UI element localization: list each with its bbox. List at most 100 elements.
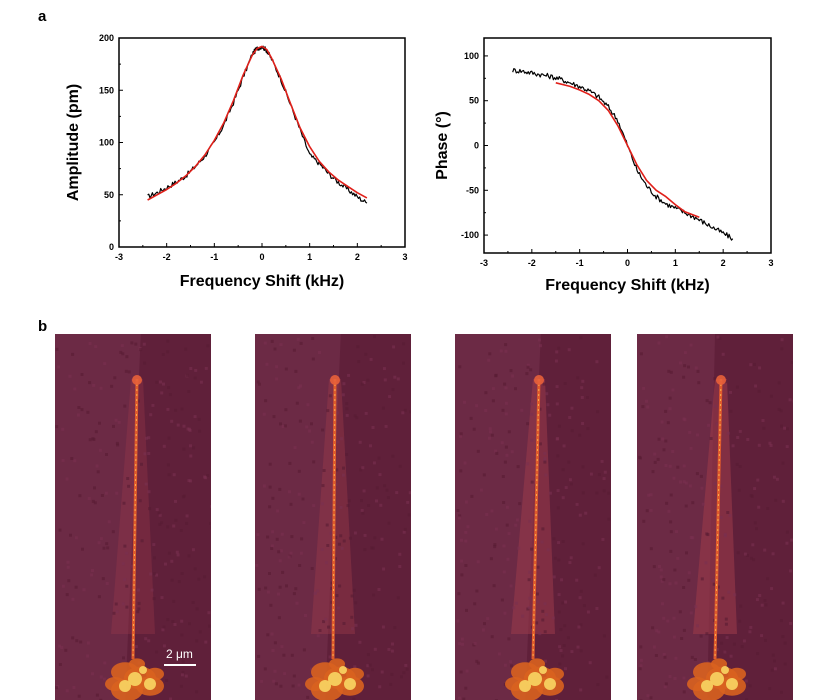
data-point-fit xyxy=(328,171,329,172)
data-point-fit xyxy=(675,204,676,205)
series-line-fit xyxy=(147,45,368,201)
data-point-measured xyxy=(309,154,310,155)
data-point-measured xyxy=(589,90,590,91)
data-point-measured xyxy=(166,187,167,188)
x-tick-label: 3 xyxy=(402,252,407,262)
data-point-fit xyxy=(185,175,186,176)
data-point-measured xyxy=(338,182,339,183)
y-tick-label: 50 xyxy=(469,96,479,106)
image-panel-1 xyxy=(55,334,211,700)
data-point-measured xyxy=(366,203,367,204)
data-point-fit xyxy=(357,192,358,193)
data-point-fit xyxy=(570,86,571,87)
y-tick-label: -100 xyxy=(461,230,479,240)
x-tick-label: 0 xyxy=(259,252,264,262)
scale-bar xyxy=(164,664,196,666)
x-tick-label: -2 xyxy=(528,258,536,268)
data-point-fit xyxy=(204,154,205,155)
data-point-fit xyxy=(290,103,291,104)
data-point-measured xyxy=(550,76,551,77)
data-point-fit xyxy=(699,217,700,218)
data-point-measured xyxy=(617,120,618,121)
data-point-fit xyxy=(166,189,167,190)
data-point-fit xyxy=(176,183,177,184)
data-point-fit xyxy=(366,197,367,198)
data-point-measured xyxy=(703,222,704,223)
data-point-fit xyxy=(579,89,580,90)
data-point-fit xyxy=(257,48,258,49)
data-point-fit xyxy=(627,145,628,146)
data-point-fit xyxy=(555,82,556,83)
data-point-fit xyxy=(319,161,320,162)
data-point-measured xyxy=(656,196,657,197)
data-point-measured xyxy=(646,185,647,186)
data-point-measured xyxy=(560,79,561,80)
x-tick-label: 1 xyxy=(673,258,678,268)
y-tick-label: 100 xyxy=(99,138,114,148)
data-point-fit xyxy=(233,100,234,101)
data-point-fit xyxy=(656,190,657,191)
y-tick-label: 150 xyxy=(99,85,114,95)
x-tick-label: 2 xyxy=(355,252,360,262)
y-tick-label: 50 xyxy=(104,190,114,200)
x-axis-title: Frequency Shift (kHz) xyxy=(545,277,709,294)
data-point-measured xyxy=(713,227,714,228)
x-tick-label: -1 xyxy=(210,252,218,262)
data-point-measured xyxy=(319,163,320,164)
data-point-fit xyxy=(147,199,148,200)
data-point-measured xyxy=(347,189,348,190)
x-tick-label: -1 xyxy=(576,258,584,268)
data-point-measured xyxy=(328,173,329,174)
data-point-measured xyxy=(636,170,637,171)
x-axis-title: Frequency Shift (kHz) xyxy=(180,273,344,290)
data-point-measured xyxy=(608,106,609,107)
data-point-fit xyxy=(223,122,224,123)
data-point-fit xyxy=(266,49,267,50)
data-point-fit xyxy=(309,146,310,147)
series-line-fit xyxy=(555,82,700,218)
data-point-fit xyxy=(261,46,262,47)
data-point-measured xyxy=(694,217,695,218)
data-point-fit xyxy=(617,125,618,126)
phase-chart: -3 -2 -1 0 1 2 3 -100 -50 0 50 100 Frequency Shift (… xyxy=(434,37,774,294)
x-tick-label: -3 xyxy=(115,252,123,262)
data-point-fit xyxy=(598,100,599,101)
y-tick-label: 100 xyxy=(464,51,479,61)
data-point-fit xyxy=(608,110,609,111)
data-point-fit xyxy=(157,194,158,195)
y-axis-title: Amplitude (pm) xyxy=(65,84,82,201)
image-panel-3 xyxy=(455,334,611,700)
data-point-fit xyxy=(195,166,196,167)
data-point-fit xyxy=(252,54,253,55)
x-tick-label: 3 xyxy=(768,258,773,268)
micrograph xyxy=(637,334,793,700)
series-line-measured xyxy=(512,68,734,241)
data-point-fit xyxy=(242,75,243,76)
data-point-fit xyxy=(214,140,215,141)
data-point-fit xyxy=(338,180,339,181)
x-tick-label: -2 xyxy=(163,252,171,262)
data-point-fit xyxy=(271,57,272,58)
data-point-measured xyxy=(541,74,542,75)
panel-a-label: a xyxy=(38,8,47,25)
data-point-measured xyxy=(147,196,148,197)
data-point-fit xyxy=(589,94,590,95)
micrograph xyxy=(55,334,211,700)
micrograph xyxy=(255,334,411,700)
x-tick-label: 2 xyxy=(721,258,726,268)
data-point-fit xyxy=(646,180,647,181)
data-point-measured xyxy=(157,192,158,193)
y-axis-title: Phase (°) xyxy=(434,111,451,180)
data-point-measured xyxy=(570,82,571,83)
y-tick-label: -50 xyxy=(466,185,479,195)
data-point-measured xyxy=(675,208,676,209)
image-panel-2 xyxy=(255,334,411,700)
panel-b-label: b xyxy=(38,318,48,335)
data-point-measured xyxy=(665,203,666,204)
data-point-measured xyxy=(732,238,733,239)
data-point-measured xyxy=(512,70,513,71)
data-point-measured xyxy=(531,72,532,73)
data-point-measured xyxy=(723,233,724,234)
y-tick-label: 200 xyxy=(99,33,114,43)
